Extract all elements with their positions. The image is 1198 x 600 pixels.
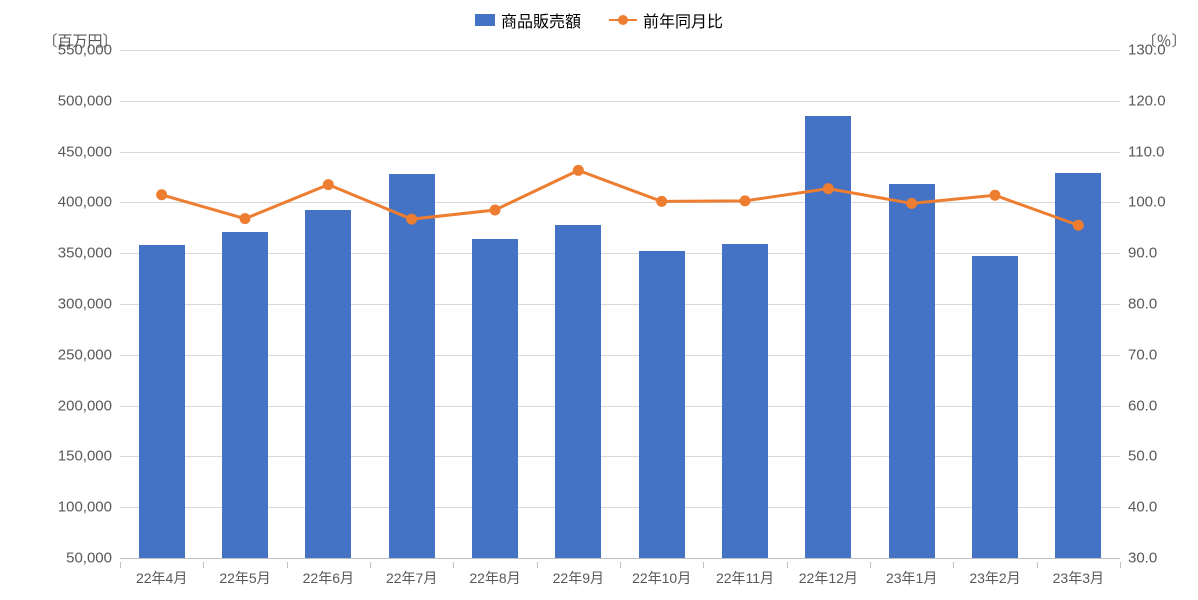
x-tick-mark — [453, 562, 454, 568]
sales-chart: 商品販売額前年同月比 〔百万円〕 〔％〕 50,000100,000150,00… — [0, 0, 1198, 600]
y-tick-right: 130.0 — [1128, 42, 1166, 59]
x-tick-mark — [1037, 562, 1038, 568]
legend-label: 前年同月比 — [643, 8, 723, 32]
x-tick-mark — [870, 562, 871, 568]
line-marker — [823, 183, 834, 194]
x-tick-label: 23年1月 — [886, 568, 937, 588]
legend-label: 商品販売額 — [501, 8, 581, 32]
x-tick-label: 22年5月 — [219, 568, 270, 588]
y-tick-right: 80.0 — [1128, 296, 1157, 313]
y-tick-left: 50,000 — [66, 550, 112, 567]
y-axis-right: 30.040.050.060.070.080.090.0100.0110.012… — [1128, 50, 1198, 558]
y-tick-left: 150,000 — [58, 448, 112, 465]
line-series — [120, 50, 1120, 558]
y-tick-right: 90.0 — [1128, 245, 1157, 262]
x-tick-mark — [537, 562, 538, 568]
x-tick-label: 22年8月 — [469, 568, 520, 588]
line-marker — [573, 165, 584, 176]
y-tick-right: 30.0 — [1128, 550, 1157, 567]
legend-item: 商品販売額 — [475, 8, 581, 32]
line-path — [162, 170, 1079, 225]
line-marker — [990, 190, 1001, 201]
y-tick-left: 100,000 — [58, 499, 112, 516]
line-marker — [656, 196, 667, 207]
x-tick-label: 22年7月 — [386, 568, 437, 588]
line-marker — [740, 195, 751, 206]
y-tick-right: 40.0 — [1128, 499, 1157, 516]
x-tick-mark — [953, 562, 954, 568]
y-tick-right: 120.0 — [1128, 92, 1166, 109]
x-tick-label: 23年3月 — [1053, 568, 1104, 588]
line-marker — [156, 189, 167, 200]
line-marker — [406, 214, 417, 225]
x-tick-mark — [620, 562, 621, 568]
x-axis-line — [120, 558, 1120, 559]
legend-swatch-bar — [475, 14, 495, 26]
x-tick-label: 23年2月 — [969, 568, 1020, 588]
x-tick-label: 22年9月 — [553, 568, 604, 588]
x-axis: 22年4月 22年5月 22年6月 22年7月 22年8月 22年9月 22年10月 22年1… — [120, 568, 1120, 598]
x-tick-mark — [370, 562, 371, 568]
plot-area — [120, 50, 1120, 558]
x-tick-mark — [203, 562, 204, 568]
x-tick-mark — [1120, 562, 1121, 568]
x-tick-mark — [120, 562, 121, 568]
line-marker — [490, 205, 501, 216]
y-tick-right: 50.0 — [1128, 448, 1157, 465]
legend: 商品販売額 前年同月比 — [475, 8, 723, 32]
x-tick-mark — [703, 562, 704, 568]
legend-item: 前年同月比 — [609, 8, 723, 32]
x-tick-mark — [287, 562, 288, 568]
y-tick-left: 250,000 — [58, 346, 112, 363]
y-tick-right: 110.0 — [1128, 143, 1164, 160]
y-tick-left: 350,000 — [58, 245, 112, 262]
y-tick-left: 500,000 — [58, 92, 112, 109]
x-tick-label: 22年6月 — [303, 568, 354, 588]
x-tick-label: 22年11月 — [716, 568, 774, 588]
legend-swatch-line — [609, 19, 637, 21]
y-tick-left: 200,000 — [58, 397, 112, 414]
line-marker — [1073, 220, 1084, 231]
line-marker — [323, 179, 334, 190]
line-marker — [240, 213, 251, 224]
x-tick-label: 22年10月 — [632, 568, 691, 588]
y-tick-left: 400,000 — [58, 194, 112, 211]
y-tick-right: 60.0 — [1128, 397, 1157, 414]
y-tick-right: 70.0 — [1128, 346, 1157, 363]
y-tick-left: 550,000 — [58, 42, 112, 59]
x-tick-mark — [787, 562, 788, 568]
x-tick-label: 22年12月 — [799, 568, 858, 588]
x-tick-label: 22年4月 — [136, 568, 187, 588]
y-axis-left: 50,000100,000150,000200,000250,000300,00… — [0, 50, 112, 558]
y-tick-left: 300,000 — [58, 296, 112, 313]
y-tick-left: 450,000 — [58, 143, 112, 160]
line-marker — [906, 198, 917, 209]
y-tick-right: 100.0 — [1128, 194, 1166, 211]
